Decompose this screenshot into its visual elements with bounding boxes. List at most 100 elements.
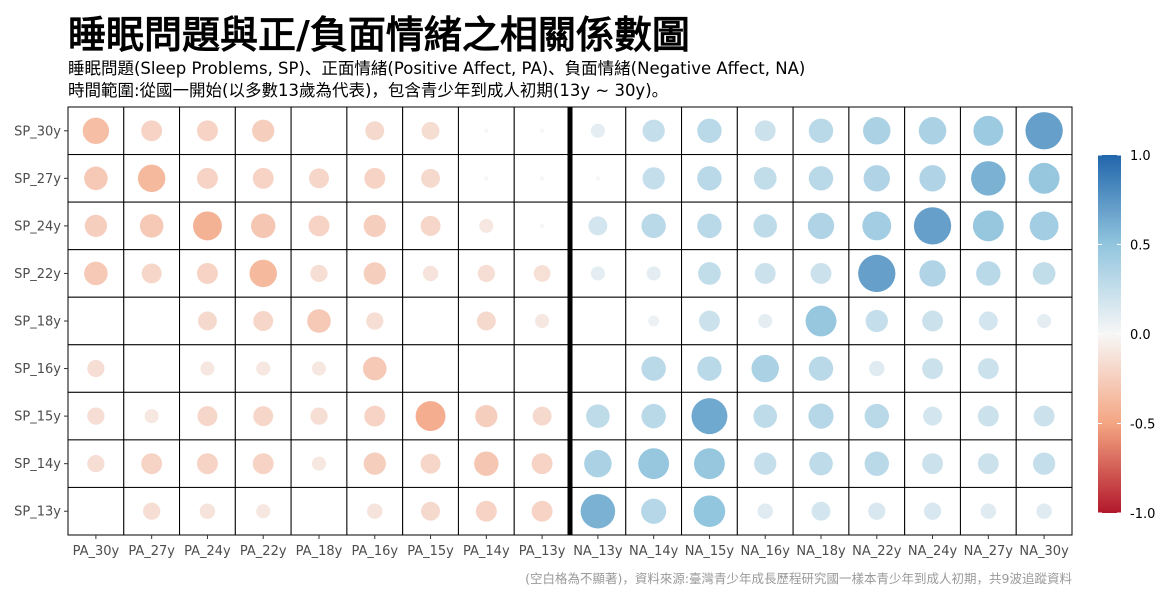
subtitle-line-1: 睡眠問題(Sleep Problems, SP)、正面情緒(Positive A…	[68, 59, 806, 78]
correlation-circle	[698, 262, 721, 285]
x-tick-label: PA_22y	[240, 544, 287, 559]
correlation-circle	[595, 176, 601, 181]
correlation-circle	[197, 311, 217, 331]
correlation-circle	[196, 167, 218, 189]
correlation-circle	[310, 407, 328, 425]
correlation-circle	[364, 405, 386, 427]
correlation-circle	[810, 262, 832, 284]
correlation-circle	[805, 305, 837, 337]
legend-tick-label: -1.0	[1130, 507, 1155, 522]
legend-colorbar	[1098, 155, 1121, 513]
correlation-circle	[977, 453, 999, 475]
correlation-circle	[484, 128, 489, 134]
correlation-circle	[252, 453, 274, 475]
correlation-circle	[539, 176, 545, 181]
correlation-circle	[863, 117, 891, 145]
grid-cell	[67, 296, 125, 346]
correlation-circle	[807, 212, 835, 240]
correlation-circle	[751, 354, 779, 383]
correlation-circle	[923, 502, 942, 520]
correlation-circle	[641, 356, 666, 381]
correlation-circle	[1037, 313, 1052, 329]
correlation-circle	[641, 498, 667, 524]
correlation-circle	[535, 313, 550, 329]
correlation-circle	[977, 405, 999, 427]
correlation-circle	[758, 313, 773, 329]
correlation-circle	[308, 215, 330, 237]
correlation-circle	[590, 123, 605, 138]
correlation-circle	[363, 214, 386, 238]
correlation-circle	[753, 214, 778, 238]
grid-cell	[402, 296, 459, 346]
correlation-circle	[922, 358, 944, 380]
correlation-circle	[869, 360, 885, 377]
correlation-circle	[252, 119, 275, 142]
correlation-circle	[586, 404, 610, 428]
y-tick-label: SP_27y	[14, 172, 61, 187]
correlation-circle	[531, 500, 553, 522]
correlation-circle	[196, 120, 218, 142]
x-tick-label: NA_27y	[964, 544, 1014, 559]
grid-cell	[290, 106, 348, 156]
correlation-circle	[811, 501, 831, 521]
correlation-circle	[697, 213, 722, 239]
correlation-circle	[84, 214, 108, 238]
legend-tick-label: -0.5	[1130, 418, 1155, 433]
correlation-circle	[808, 356, 834, 381]
x-tick-label: PA_18y	[296, 544, 343, 559]
correlation-circle	[539, 128, 545, 134]
grid-cell	[123, 296, 181, 346]
correlation-circle	[808, 403, 834, 429]
correlation-circle	[642, 119, 665, 142]
correlation-circle	[641, 403, 666, 429]
correlation-circle	[199, 503, 216, 519]
correlation-circle	[309, 168, 329, 189]
correlation-circle	[251, 213, 276, 239]
y-tick-label: SP_14y	[14, 457, 61, 472]
x-tick-label: NA_18y	[796, 544, 846, 559]
correlation-circle	[421, 121, 440, 140]
y-tick-label: SP_15y	[14, 410, 61, 425]
y-tick-label: SP_18y	[14, 315, 61, 330]
x-tick-label: PA_27y	[128, 544, 175, 559]
grid-cell	[179, 391, 236, 441]
correlation-circle	[973, 115, 1004, 146]
x-tick-label: NA_22y	[852, 544, 902, 559]
correlation-circle	[420, 453, 441, 474]
y-tick-label: SP_30y	[14, 124, 61, 139]
correlation-circle	[310, 264, 328, 283]
correlation-circle	[87, 407, 105, 425]
correlation-circle	[421, 501, 441, 521]
correlation-circle	[863, 165, 890, 192]
correlation-circle	[196, 262, 218, 284]
correlation-circle	[691, 398, 728, 435]
correlation-circle	[253, 311, 274, 331]
correlation-circle	[476, 311, 496, 331]
x-tick-label: PA_24y	[184, 544, 231, 559]
correlation-circle	[477, 264, 495, 283]
correlation-circle	[421, 168, 441, 188]
correlation-circle	[648, 315, 660, 327]
correlation-circle	[141, 453, 163, 475]
correlation-circle	[143, 502, 161, 520]
correlation-circle	[980, 503, 997, 519]
grid-cell	[123, 344, 181, 393]
correlation-circle	[808, 118, 834, 143]
correlation-circle	[367, 503, 383, 519]
x-tick-label: NA_30y	[1019, 544, 1069, 559]
correlation-circle	[311, 361, 327, 376]
correlation-circle	[646, 266, 661, 281]
correlation-circle	[420, 215, 441, 236]
correlation-circle	[84, 261, 108, 286]
correlation-circle	[200, 361, 215, 376]
grid-cell	[402, 344, 459, 393]
correlation-circle	[971, 161, 1006, 196]
correlation-circle	[1033, 405, 1055, 427]
correlation-circle	[1025, 112, 1063, 150]
correlation-circle	[697, 166, 722, 191]
correlation-circle	[144, 409, 159, 424]
correlation-circle	[484, 176, 489, 181]
correlation-circle	[249, 259, 277, 288]
correlation-circle	[532, 406, 552, 426]
